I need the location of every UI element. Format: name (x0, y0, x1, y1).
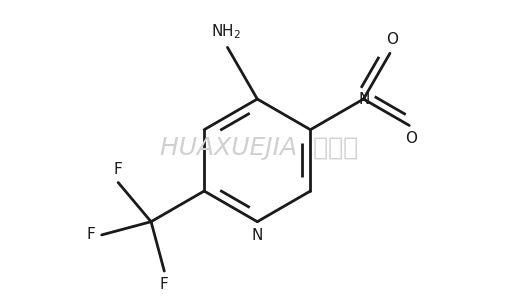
Text: N: N (252, 228, 263, 243)
Text: O: O (405, 131, 417, 146)
Text: NH$_2$: NH$_2$ (211, 23, 241, 41)
Text: HUAXUEJIA  化学加: HUAXUEJIA 化学加 (160, 136, 358, 160)
Text: N: N (358, 91, 370, 106)
Text: F: F (160, 277, 169, 292)
Text: F: F (87, 227, 96, 243)
Text: O: O (385, 32, 398, 47)
Text: F: F (114, 162, 123, 177)
